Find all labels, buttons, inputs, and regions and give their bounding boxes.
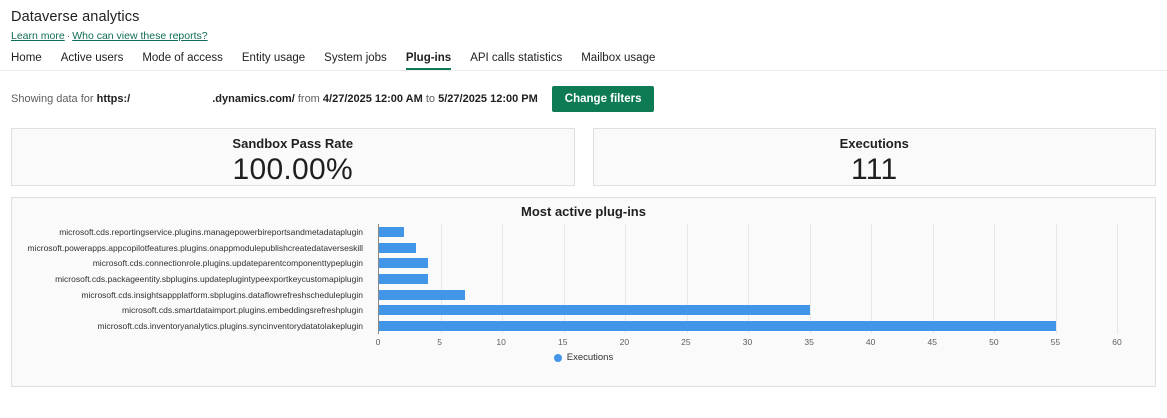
tab-mailbox-usage[interactable]: Mailbox usage [581,52,656,64]
chart-bar[interactable] [379,289,466,300]
showing-data-for-label: Showing data for [11,93,94,105]
chart-bar-series [379,224,1117,334]
from-date-value: 4/27/2025 12:00 AM [322,93,423,105]
filter-bar: Showing data for https:/ .dynamics.com/ f… [0,71,1167,113]
chart-x-tick: 0 [375,337,381,347]
tab-entity-usage[interactable]: Entity usage [241,52,306,64]
chart-y-label: microsoft.cds.connectionrole.plugins.upd… [92,258,363,269]
chart-x-tick: 35 [804,337,814,347]
to-date-value: 5/27/2025 12:00 PM [438,93,538,105]
chart-y-label: microsoft.cds.inventoryanalytics.plugins… [97,321,363,332]
environment-url-start: https:/ [96,93,131,105]
tab-active-users[interactable]: Active users [60,52,124,64]
change-filters-button[interactable]: Change filters [551,86,655,112]
most-active-plugins-chart-card: Most active plug-ins microsoft.cds.repor… [11,197,1156,387]
chart-bar-row [379,242,1117,253]
kpi-card-executions: Executions 111 [592,128,1156,186]
chart-y-label: microsoft.powerapps.appcopilotfeatures.p… [27,242,363,253]
chart-x-tick: 25 [681,337,691,347]
kpi-title-sandbox-pass-rate: Sandbox Pass Rate [232,136,354,151]
legend-label-executions: Executions [566,352,614,363]
chart-x-tick: 15 [558,337,568,347]
chart-y-label: microsoft.cds.insightsappplatform.sbplug… [81,289,363,300]
chart-plot-area: microsoft.cds.reportingservice.plugins.m… [12,224,1155,364]
chart-x-tick: 45 [927,337,937,347]
chart-bar-row [379,273,1117,284]
chart-bar[interactable] [379,242,416,253]
chart-x-tick: 30 [742,337,753,347]
tab-system-jobs[interactable]: System jobs [324,52,387,64]
header-links: Learn more · Who can view these reports? [11,30,1167,43]
chart-bar-row [379,226,1117,237]
chart-bar-row [379,258,1117,269]
chart-y-label: microsoft.cds.reportingservice.plugins.m… [59,226,363,237]
tab-api-calls-statistics[interactable]: API calls statistics [470,52,563,64]
tab-mode-of-access[interactable]: Mode of access [142,52,223,64]
legend-marker-icon [553,354,562,362]
chart-x-axis-ticks: 0 5 10 15 20 25 30 35 40 45 50 55 60 [375,334,1122,350]
kpi-card-sandbox-pass-rate: Sandbox Pass Rate 100.00% [11,128,575,186]
who-can-view-reports-link[interactable]: Who can view these reports? [72,30,208,42]
chart-bar-row [379,289,1117,300]
chart-bar[interactable] [379,258,429,269]
chart-x-tick: 50 [989,337,999,347]
chart-x-tick: 60 [1112,337,1122,347]
chart-x-tick: 40 [865,337,876,347]
chart-x-tick: 55 [1050,337,1061,347]
kpi-value-executions: 111 [850,153,898,186]
learn-more-link[interactable]: Learn more [11,30,65,42]
tab-plug-ins[interactable]: Plug-ins [405,52,452,70]
redacted-url-block [131,93,212,105]
kpi-title-executions: Executions [839,136,909,151]
chart-y-axis-labels: microsoft.cds.reportingservice.plugins.m… [12,224,367,334]
page-header: Dataverse analytics Learn more · Who can v… [0,0,1167,43]
to-label: to [425,93,436,105]
chart-bar-row [379,321,1117,332]
chart-bar[interactable] [379,226,404,237]
chart-bar-row [379,305,1117,316]
link-separator: · [66,30,71,42]
chart-legend: Executions [12,352,1155,364]
chart-bar[interactable] [379,273,429,284]
chart-y-label: microsoft.cds.packageentity.sbplugins.up… [55,273,363,284]
chart-bars-region [378,224,1118,334]
chart-x-tick: 20 [619,337,630,347]
chart-x-tick: 5 [437,337,442,347]
tab-bar: Home Active users Mode of access Entity … [0,43,1167,71]
page-title: Dataverse analytics [11,9,140,25]
chart-x-tick: 10 [496,337,506,347]
chart-bar[interactable] [379,321,1056,332]
chart-title: Most active plug-ins [521,204,646,219]
from-label: from [297,93,320,105]
chart-gridline [1117,224,1118,334]
chart-bar[interactable] [379,305,810,316]
chart-y-label: microsoft.cds.smartdataimport.plugins.em… [122,305,363,316]
kpi-value-sandbox-pass-rate: 100.00% [232,153,354,186]
environment-url-end: .dynamics.com/ [212,93,295,105]
tab-home[interactable]: Home [11,52,42,64]
kpi-row: Sandbox Pass Rate 100.00% Executions 111 [0,113,1167,186]
